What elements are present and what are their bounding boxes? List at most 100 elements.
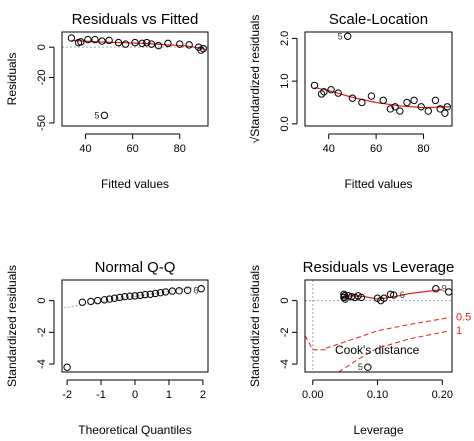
data-point: [410, 96, 418, 105]
data-point: [78, 298, 87, 306]
x-axis-label: Theoretical Quantiles: [78, 423, 191, 437]
x-tick-label: 2: [200, 389, 206, 401]
data-point: [136, 291, 144, 300]
data-point: [327, 85, 335, 94]
y-tick-label: -4: [279, 359, 291, 369]
x-tick-label: -1: [96, 389, 106, 401]
smooth-line: [71, 39, 206, 51]
data-point: [441, 109, 449, 117]
data-point: [358, 98, 366, 107]
chart-title: Scale-Location: [329, 11, 428, 28]
data-point: [93, 296, 102, 305]
data-point: [391, 103, 399, 111]
x-tick-label: 0.00: [302, 389, 323, 401]
data-point: [367, 92, 376, 100]
data-point: [431, 96, 440, 105]
chart-title: Residuals vs Leverage: [303, 259, 455, 276]
chart-title: Normal Q-Q: [95, 259, 176, 276]
data-point: [403, 98, 411, 107]
x-axis-label: Fitted values: [101, 177, 169, 191]
cooks-distance-contour: [305, 335, 326, 351]
plot-frame: [61, 279, 209, 373]
point-label: 5: [358, 362, 363, 372]
x-tick-label: 60: [370, 143, 382, 155]
plot-area: 5 6 9 Cook's distance: [305, 280, 452, 372]
y-axis-label: Standardized residuals: [248, 265, 262, 387]
x-tick-label: 0.10: [367, 389, 388, 401]
x-tick-label: 1: [166, 389, 172, 401]
plot-frame: [304, 279, 453, 373]
data-point: [379, 96, 387, 105]
data-point: [424, 107, 432, 115]
cooks-contour-label: 0.5: [456, 311, 471, 323]
data-point: [364, 363, 372, 371]
data-point: [114, 38, 123, 47]
data-point: [380, 294, 388, 302]
data-point: [91, 35, 99, 44]
y-tick-label: 2.0: [279, 31, 291, 46]
data-point: [417, 103, 425, 111]
data-point: [443, 103, 451, 111]
panel-1: 5 Residuals vs Fitted Fitted values Residua…: [5, 11, 209, 191]
data-point: [151, 289, 160, 298]
data-point: [199, 44, 207, 53]
data-point: [98, 37, 106, 45]
plot-area: 5: [62, 34, 208, 120]
y-tick-label: -50: [36, 115, 48, 131]
y-tick-label: -2: [36, 327, 48, 337]
y-axis-label: √Standardized residuals: [248, 15, 262, 144]
data-point: [317, 90, 326, 98]
data-point: [121, 292, 129, 301]
cooks-distance-contour: [338, 330, 451, 372]
data-point: [386, 290, 395, 298]
point-label: 6: [194, 285, 199, 295]
data-point: [67, 34, 76, 42]
plot-area: 5: [310, 32, 451, 117]
data-point: [100, 296, 109, 304]
y-tick-label: -2: [279, 327, 291, 337]
data-point: [121, 40, 130, 48]
data-point: [138, 39, 146, 48]
data-point: [105, 295, 114, 303]
data-point: [340, 292, 349, 300]
point-label: 5: [94, 110, 99, 120]
data-point: [100, 111, 109, 120]
data-point: [175, 287, 183, 295]
data-point: [147, 40, 156, 48]
data-point: [436, 105, 444, 113]
x-tick-label: 0: [132, 389, 138, 401]
data-point: [310, 81, 319, 90]
data-point: [143, 38, 151, 47]
point-label: 5: [57, 362, 62, 372]
x-tick-label: 60: [127, 143, 139, 155]
data-point: [77, 38, 85, 46]
data-point: [154, 41, 163, 50]
y-tick-label: 1.0: [279, 73, 291, 88]
plot-area: 56 9: [57, 284, 208, 372]
data-point: [131, 292, 139, 300]
x-tick-label: 80: [417, 143, 429, 155]
data-point: [343, 32, 352, 40]
data-point: [116, 293, 124, 302]
data-point: [348, 94, 357, 102]
data-point: [131, 38, 139, 47]
data-point: [386, 105, 395, 113]
chart-title: Residuals vs Fitted: [72, 11, 199, 28]
panel-2: 5 Scale-Location Fitted values √Standardize…: [248, 11, 453, 191]
cooks-contour-label: 1: [456, 325, 462, 337]
data-point: [141, 290, 149, 299]
y-axis-label: Standardized residuals: [5, 265, 19, 387]
y-tick-label: 0.0: [279, 116, 291, 131]
data-point: [357, 293, 366, 302]
data-point: [396, 107, 404, 115]
data-point: [87, 297, 95, 306]
data-point: [146, 290, 154, 298]
data-point: [176, 40, 184, 48]
x-axis-label: Leverage: [353, 423, 403, 437]
x-tick-label: 80: [174, 143, 186, 155]
data-point: [334, 89, 342, 97]
data-point: [105, 36, 113, 45]
plot-frame: [61, 31, 209, 127]
point-label: 6: [400, 290, 405, 300]
